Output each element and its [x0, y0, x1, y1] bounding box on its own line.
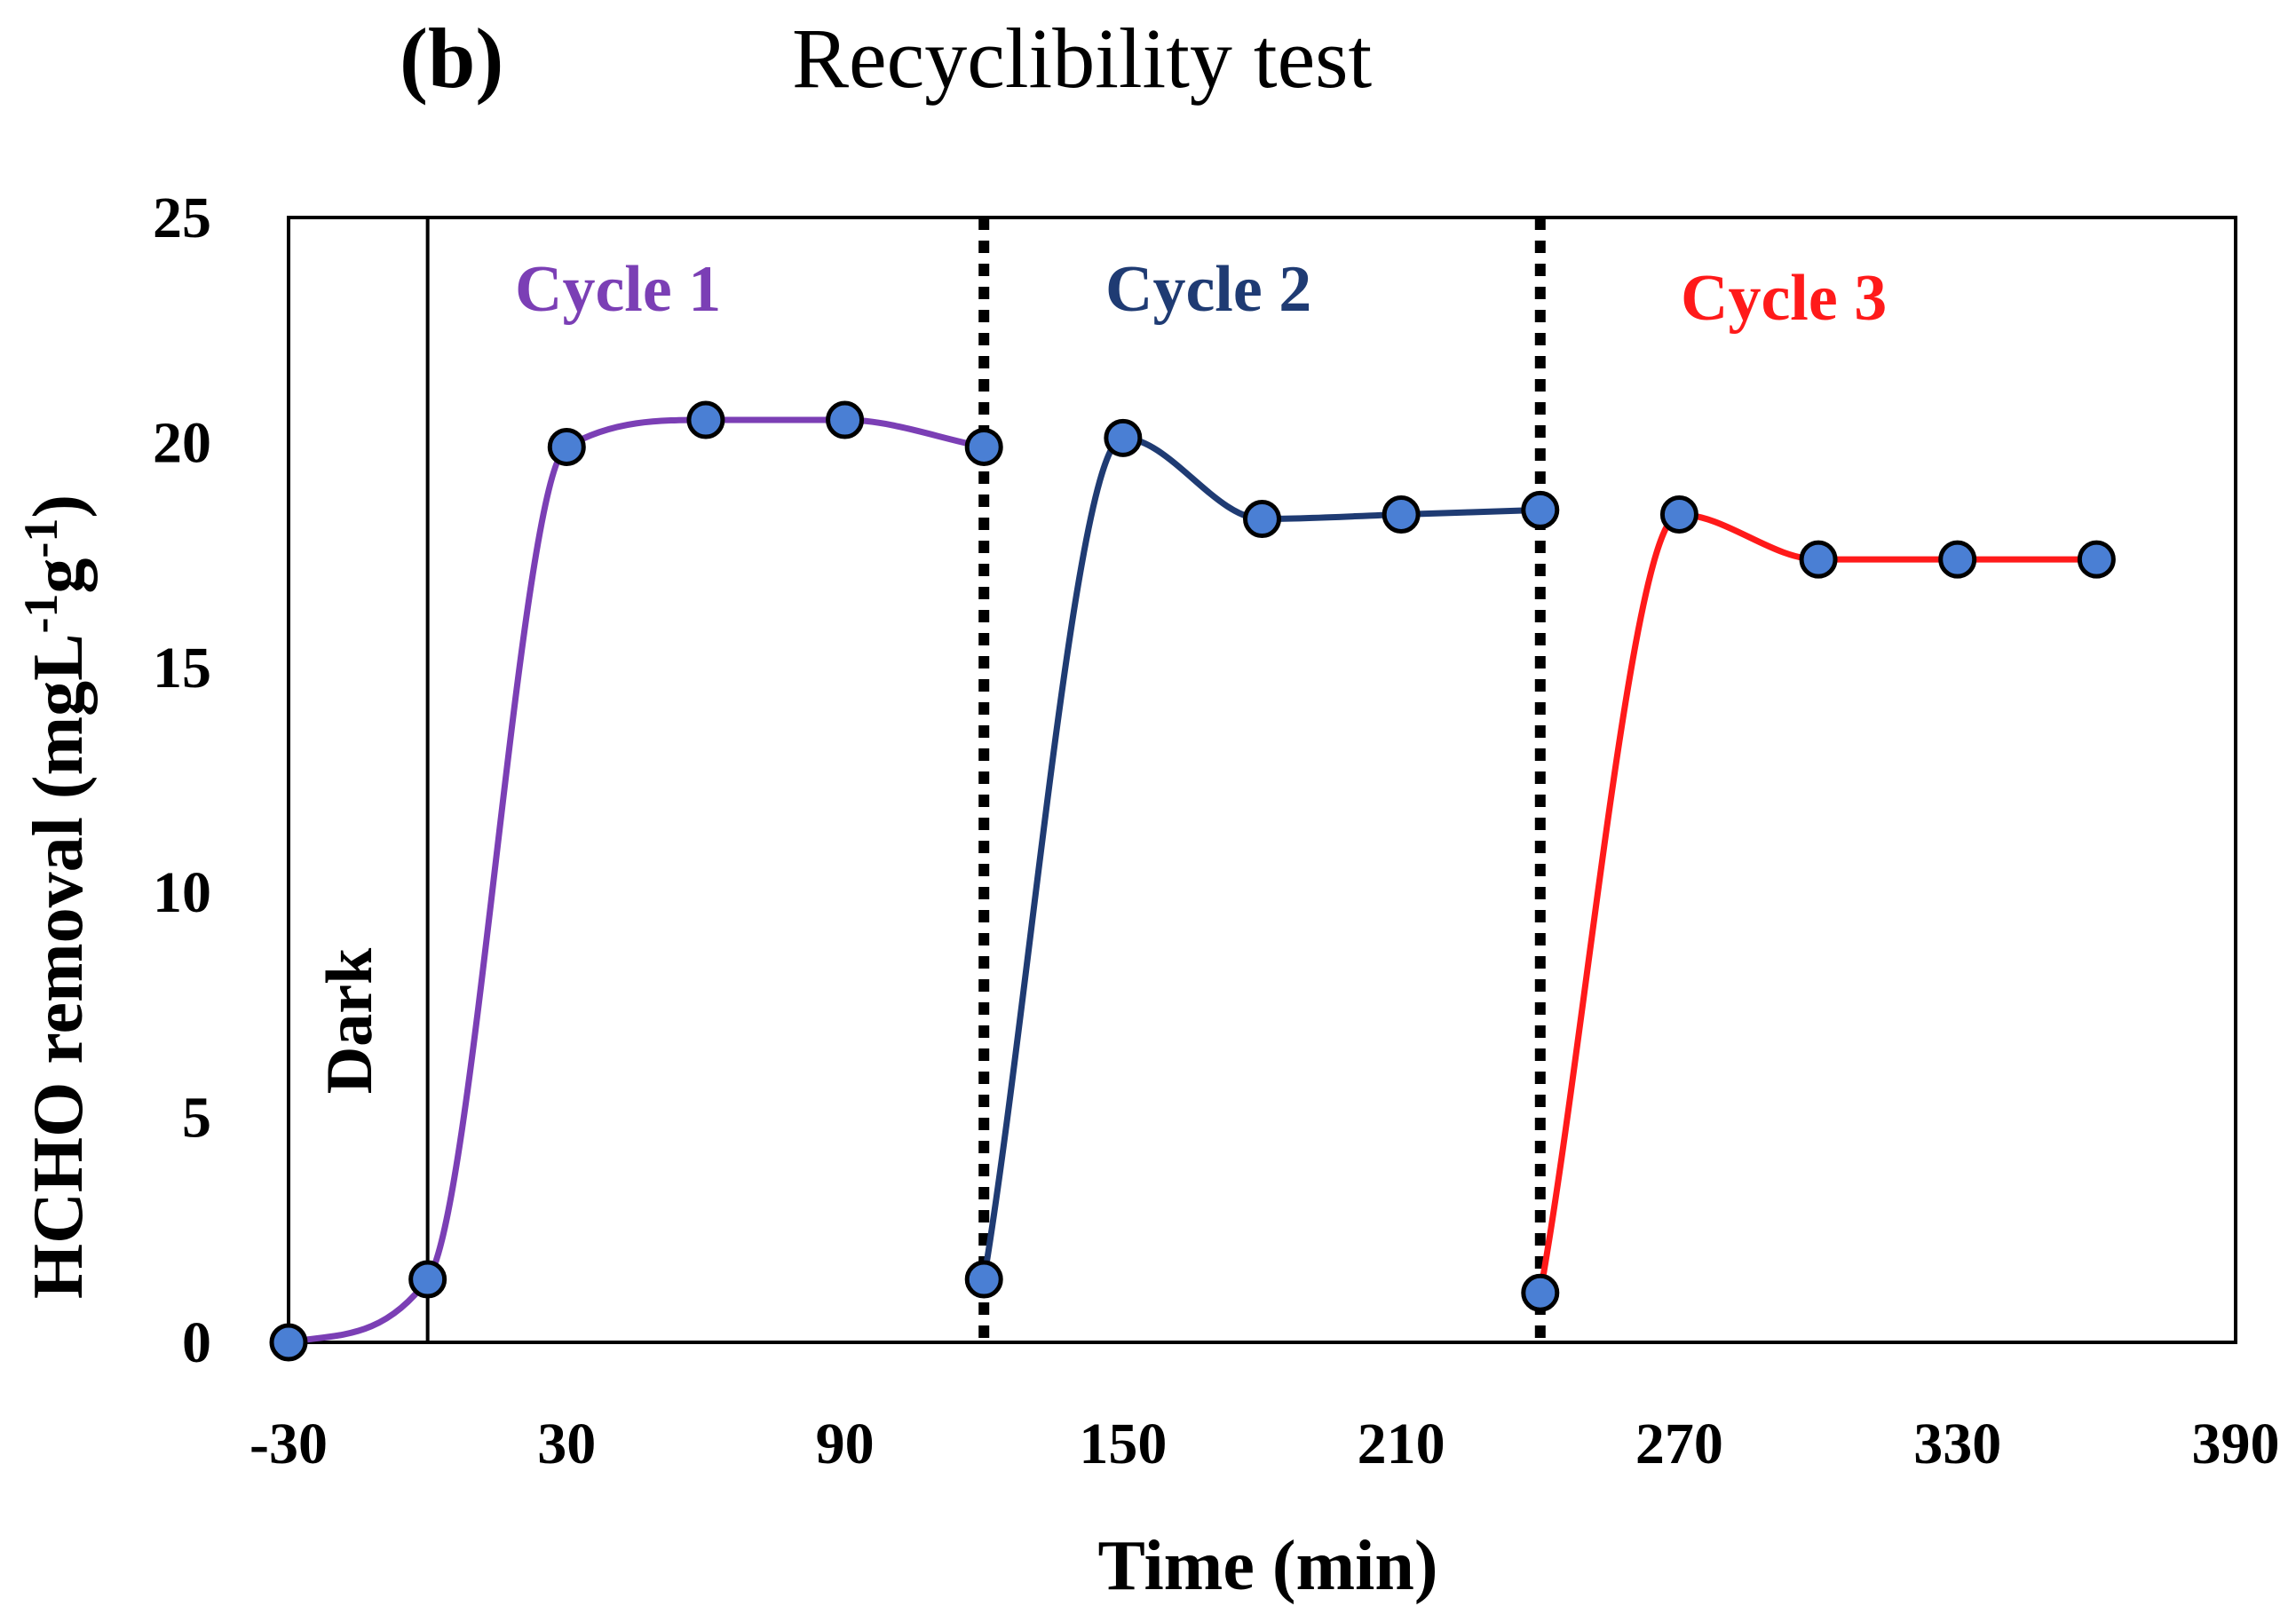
x-tick-label: 30 — [537, 1412, 596, 1476]
y-tick-label: 15 — [153, 636, 211, 700]
x-tick-label: 330 — [1913, 1412, 2001, 1476]
dark-label: Dark — [313, 947, 386, 1094]
data-point — [686, 400, 725, 439]
x-tick-label: 270 — [1635, 1412, 1723, 1476]
series-line-cycle-3 — [1537, 510, 2100, 1296]
x-tick-label: 150 — [1079, 1412, 1167, 1476]
y-tick-label: 25 — [153, 186, 211, 250]
data-point — [1799, 540, 1838, 579]
data-point — [964, 427, 1003, 466]
x-tick-label: 390 — [2192, 1412, 2280, 1476]
series-label-cycle-1: Cycle 1 — [515, 253, 721, 326]
y-axis-title-sup2: -1 — [14, 518, 67, 558]
series-labels: Cycle 1 Cycle 2 Cycle 3 — [515, 253, 1887, 335]
data-point — [1521, 490, 1560, 529]
y-axis-title: HCHO removal (mgL-1g-1) — [14, 494, 98, 1299]
data-point — [1243, 500, 1281, 539]
y-tick-label: 20 — [153, 410, 211, 475]
plot-frame — [287, 216, 2237, 1344]
data-point — [1382, 494, 1421, 534]
series-line-cycle-1 — [285, 416, 987, 1346]
y-axis-title-main: HCHO removal (mgL — [20, 634, 98, 1300]
data-point — [1938, 540, 1977, 579]
y-axis-title-end: ) — [20, 494, 98, 518]
panel-label: (b) — [400, 11, 503, 106]
x-tick-label: 90 — [816, 1412, 875, 1476]
series-line-cycle-2 — [980, 434, 1544, 1283]
data-point — [408, 1260, 447, 1299]
series-label-cycle-3: Cycle 3 — [1681, 262, 1887, 335]
data-point — [1104, 418, 1143, 457]
data-point — [2077, 540, 2116, 579]
data-point — [1659, 494, 1698, 534]
data-point — [547, 427, 586, 466]
x-tick-label: -30 — [249, 1412, 328, 1476]
y-tick-label: 5 — [182, 1086, 211, 1151]
series-points — [269, 400, 2116, 1362]
data-point — [826, 400, 865, 439]
series-label-cycle-2: Cycle 2 — [1105, 253, 1311, 326]
cycle-boundaries — [425, 218, 1546, 1342]
plot-area — [287, 216, 2237, 1344]
y-axis-title-sup1: -1 — [14, 594, 67, 634]
x-tick-labels: -30 30 90 150 210 270 330 390 — [249, 1412, 2279, 1476]
x-axis-title: Time (min) — [1098, 1527, 1438, 1605]
data-point — [1521, 1273, 1560, 1312]
x-tick-label: 210 — [1358, 1412, 1445, 1476]
chart-title: Recyclibility test — [792, 11, 1373, 106]
data-point — [269, 1323, 308, 1362]
y-tick-label: 10 — [153, 860, 211, 925]
y-tick-labels: 0 5 10 15 20 25 — [153, 186, 211, 1375]
y-axis-title-mid: g — [20, 558, 98, 594]
data-point — [964, 1260, 1003, 1299]
y-tick-label: 0 — [182, 1310, 211, 1375]
